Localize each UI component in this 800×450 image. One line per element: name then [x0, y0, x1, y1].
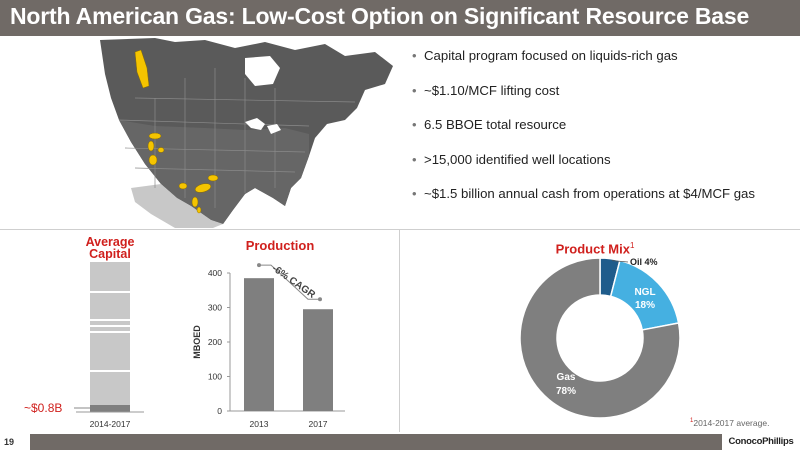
- oil-label-leader: [611, 260, 629, 263]
- y-tick-label: 0: [217, 406, 222, 416]
- ngl-label: NGL: [634, 287, 655, 298]
- cagr-end-dot: [318, 297, 322, 302]
- slide-title: North American Gas: Low-Cost Option on S…: [10, 3, 750, 29]
- hudson-bay: [245, 56, 280, 86]
- us-land: [119, 120, 309, 224]
- bullet-dot-icon: •: [412, 117, 417, 132]
- bullet-dot-icon: •: [412, 186, 417, 201]
- horizontal-divider: [0, 229, 800, 230]
- resource-areas: [134, 49, 219, 214]
- footnote: 12014-2017 average.: [690, 418, 770, 428]
- company-logo: ConocoPhillips: [722, 434, 800, 450]
- bullet-item: • ~$1.10/MCF lifting cost: [412, 82, 560, 98]
- product-mix-title: Product Mix1: [555, 241, 635, 257]
- map-icon: [95, 38, 395, 228]
- bullet-item: • >15,000 identified well locations: [412, 151, 611, 167]
- capital-chart-title: Average Capital: [85, 235, 135, 261]
- production-bar: [244, 278, 274, 411]
- capital-chart: ~$0.8B 2014-2017: [24, 262, 144, 429]
- y-tick-label: 400: [208, 268, 222, 278]
- production-chart-title: Production: [245, 238, 315, 253]
- bullet-list: • Capital program focused on liquids-rich…: [412, 48, 797, 221]
- y-axis-label: MBOED: [192, 325, 202, 359]
- north-america-map: [95, 38, 395, 228]
- x-tick-label: 2013: [250, 419, 269, 429]
- cagr-annotation: -6% CAGR: [270, 263, 318, 301]
- bottom-bar: [0, 434, 800, 450]
- cagr-line: [259, 264, 320, 300]
- great-lakes: [245, 118, 265, 130]
- capital-annotation: ~$0.8B: [24, 401, 62, 415]
- vertical-divider: [399, 229, 400, 432]
- ngl-value: 18%: [635, 300, 655, 311]
- gas-label: Gas: [557, 372, 576, 383]
- capital-bar: [90, 262, 130, 412]
- oil-label: Oil 4%: [630, 257, 658, 267]
- bullet-item: • ~$1.5 billion annual cash from operatio…: [412, 186, 755, 201]
- title-bar: [0, 0, 800, 36]
- production-bar: [303, 309, 333, 411]
- x-tick-label: 2017: [309, 419, 328, 429]
- bullet-dot-icon: •: [412, 48, 417, 63]
- y-tick-label: 200: [208, 337, 222, 347]
- gas-value: 78%: [556, 386, 576, 397]
- cagr-start-dot: [257, 263, 261, 268]
- product-mix-chart: Oil 4% NGL 18% Gas 78%: [519, 257, 681, 419]
- pie-slice-gas: [519, 257, 681, 419]
- x-tick-label: 2014-2017: [90, 419, 131, 429]
- y-tick-label: 300: [208, 303, 222, 313]
- bullet-item: • 6.5 BBOE total resource: [412, 117, 567, 132]
- bullet-dot-icon: •: [412, 151, 417, 167]
- production-chart: 0 100 200 300 400 MBOED 2013 2017 -6% CAGR: [192, 263, 345, 429]
- bullet-dot-icon: •: [412, 82, 417, 98]
- bullet-item: • Capital program focused on liquids-rich…: [412, 48, 678, 63]
- page-number: 19: [0, 434, 30, 450]
- capital-highlight-segment: [90, 405, 130, 412]
- mexico-land: [131, 184, 223, 228]
- y-tick-label: 100: [208, 372, 222, 382]
